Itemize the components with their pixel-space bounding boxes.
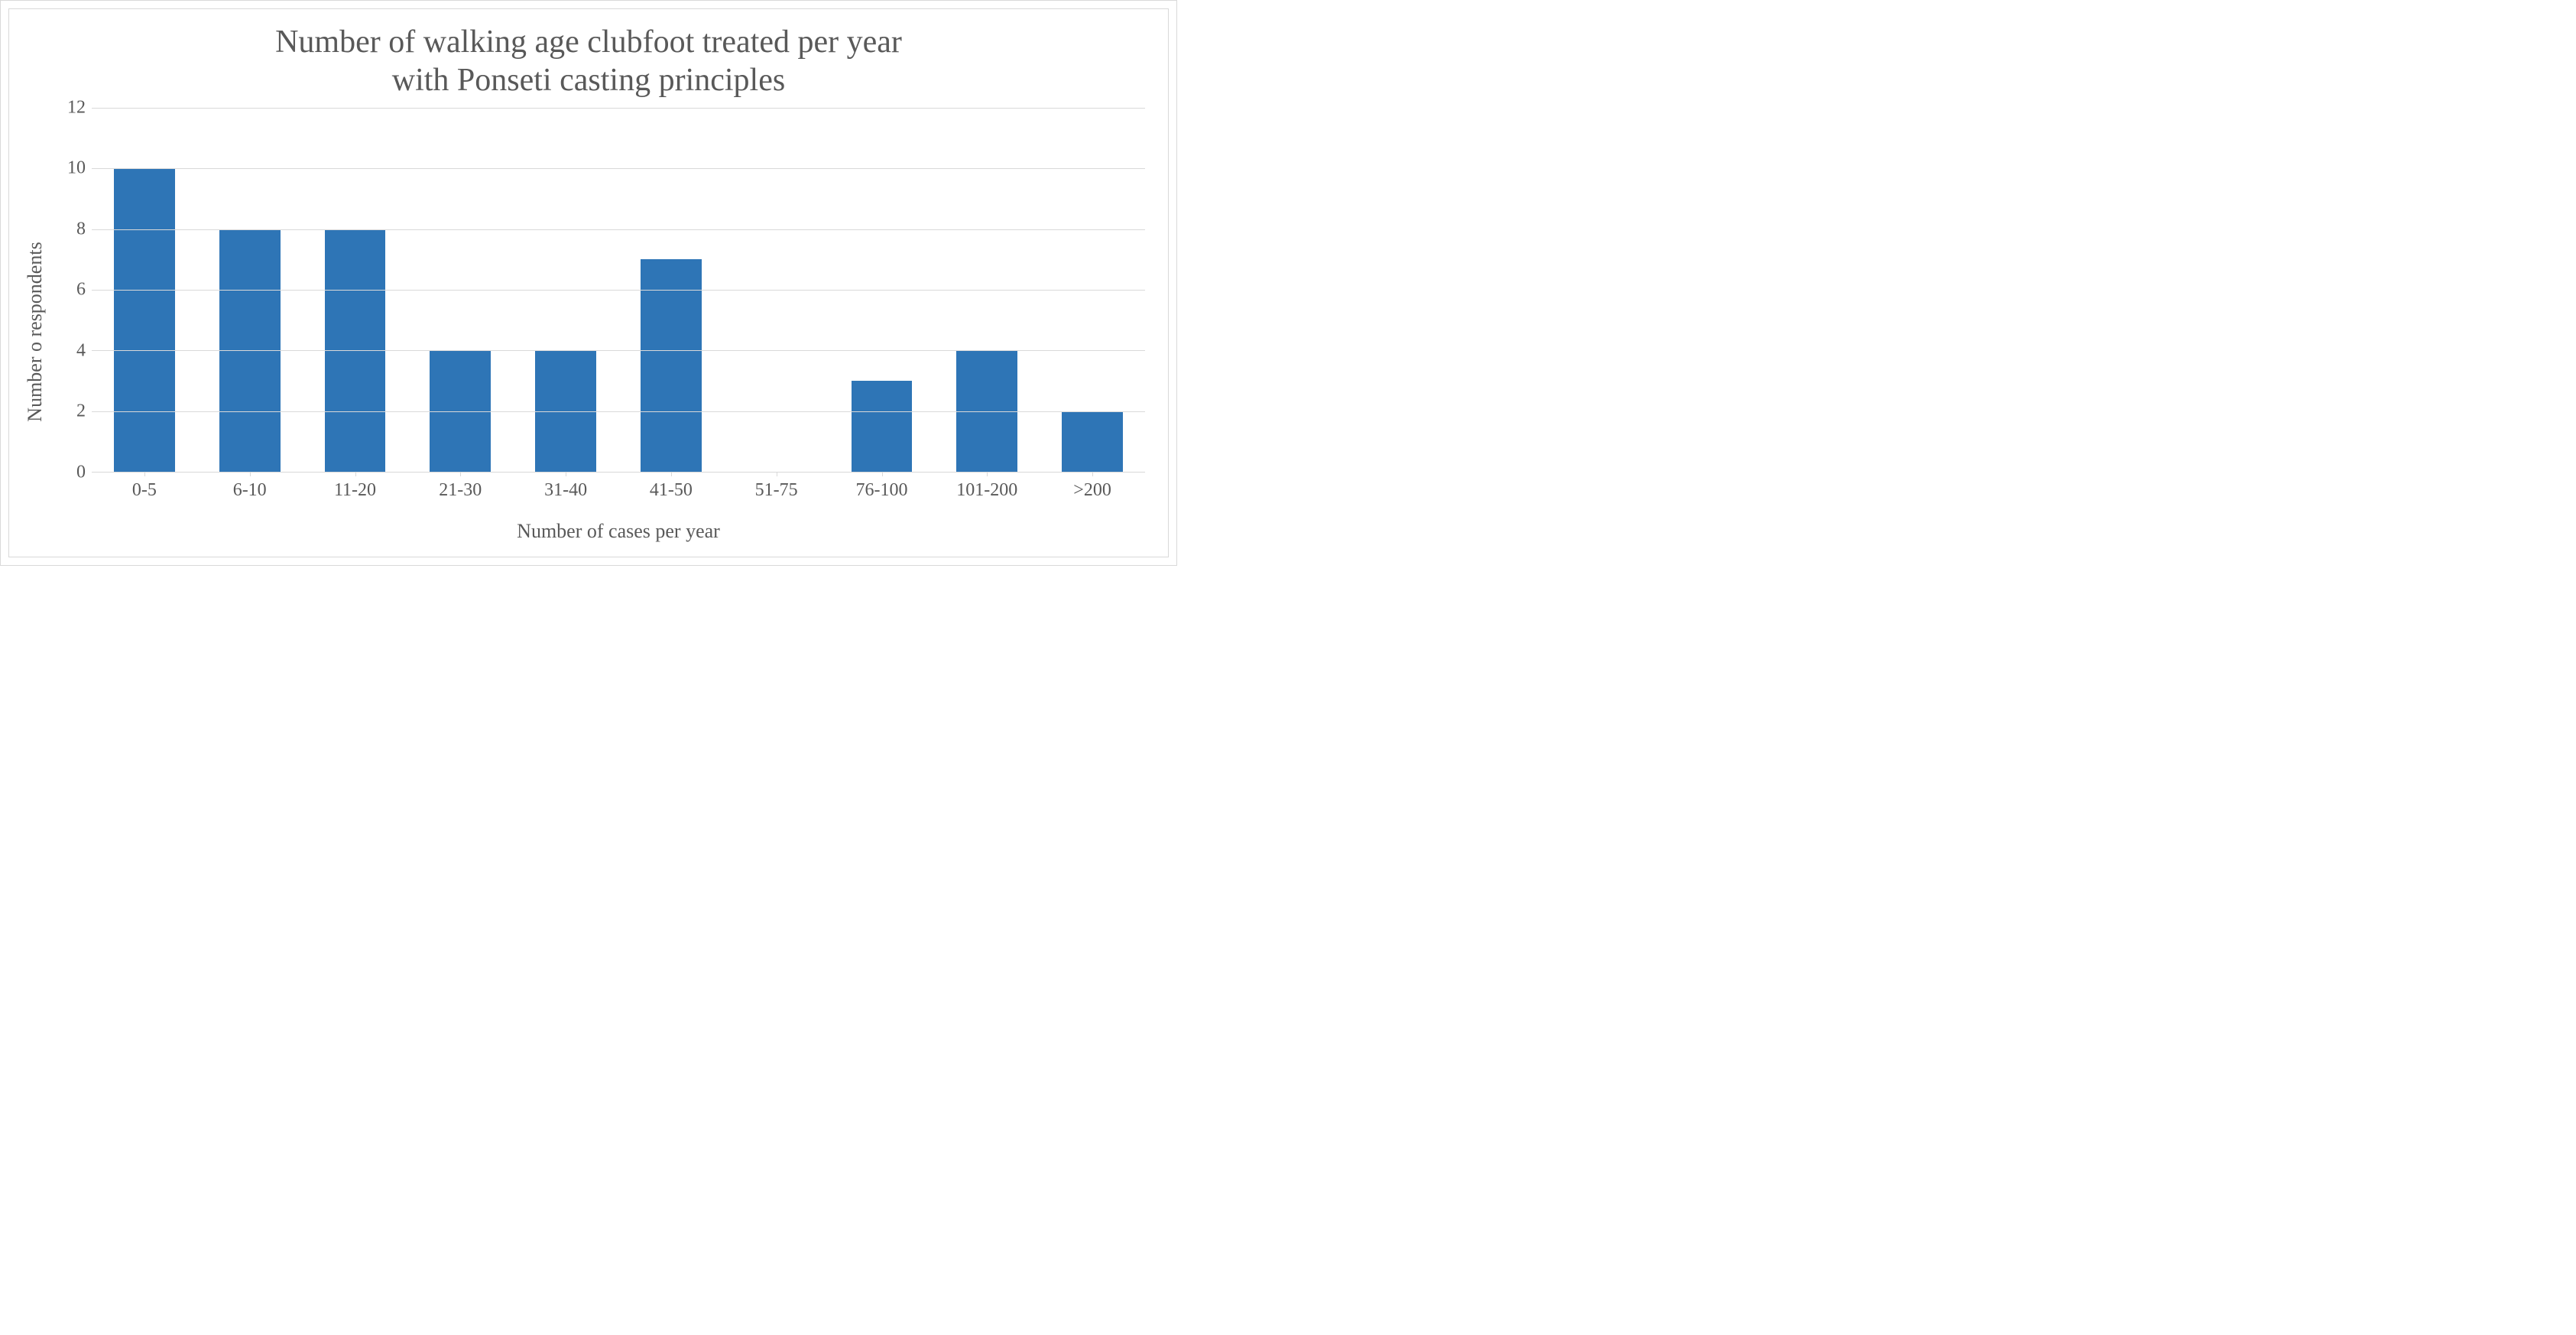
x-tick-mark: [250, 472, 251, 476]
x-tick-label: >200: [1040, 473, 1145, 515]
y-axis-label: Number o respondents: [24, 242, 47, 422]
x-ticks: 0-56-1011-2021-3031-4041-5051-7576-10010…: [92, 473, 1145, 515]
chart-inner-frame: Number of walking age clubfoot treated p…: [8, 8, 1169, 557]
gridline: [92, 290, 1145, 291]
x-tick-label: 76-100: [829, 473, 935, 515]
x-ticks-spacer: [54, 473, 92, 515]
x-tick-mark: [460, 472, 461, 476]
x-tick-mark: [355, 472, 356, 476]
x-tick-mark: [882, 472, 883, 476]
x-tick-label: 31-40: [513, 473, 618, 515]
x-tick-label: 21-30: [407, 473, 513, 515]
gridline: [92, 411, 1145, 412]
plot-cell: 024681012 0-56-1011-2021-3031-4041-5051-…: [54, 108, 1145, 557]
y-ticks: 024681012: [54, 108, 92, 473]
x-ticks-row: 0-56-1011-2021-3031-4041-5051-7576-10010…: [54, 473, 1145, 515]
x-tick-label: 101-200: [934, 473, 1040, 515]
y-tick-label: 10: [67, 158, 86, 179]
x-tick-label: 0-5: [92, 473, 197, 515]
y-tick-label: 2: [76, 401, 86, 422]
gridline: [92, 168, 1145, 169]
x-tick-label: 11-20: [303, 473, 408, 515]
y-tick-label: 4: [76, 340, 86, 361]
axes-row: 024681012: [54, 108, 1145, 473]
x-tick-mark: [671, 472, 672, 476]
gridline: [92, 229, 1145, 230]
ylabel-cell: Number o respondents: [17, 108, 54, 557]
x-tick-mark: [144, 472, 145, 476]
x-tick-label: 51-75: [724, 473, 829, 515]
y-tick-label: 12: [67, 97, 86, 118]
plot-row: Number o respondents 024681012 0-56-1011…: [9, 108, 1168, 557]
chart-outer-frame: Number of walking age clubfoot treated p…: [0, 0, 1177, 566]
chart-title: Number of walking age clubfoot treated p…: [9, 9, 1168, 108]
gridline: [92, 350, 1145, 351]
bar: [1062, 411, 1123, 472]
x-tick-mark: [1092, 472, 1093, 476]
plot-area: [92, 108, 1145, 473]
x-tick-label: 6-10: [197, 473, 303, 515]
x-tick-label: 41-50: [618, 473, 724, 515]
y-tick-label: 6: [76, 280, 86, 300]
gridline: [92, 108, 1145, 109]
y-tick-label: 0: [76, 463, 86, 483]
x-tick-mark: [987, 472, 988, 476]
chart-title-line1: Number of walking age clubfoot treated p…: [40, 23, 1137, 61]
bar: [114, 168, 175, 472]
bar: [641, 259, 702, 472]
bar: [852, 381, 913, 472]
chart-title-line2: with Ponseti casting principles: [40, 61, 1137, 99]
y-tick-label: 8: [76, 219, 86, 239]
x-axis-label: Number of cases per year: [54, 515, 1145, 557]
